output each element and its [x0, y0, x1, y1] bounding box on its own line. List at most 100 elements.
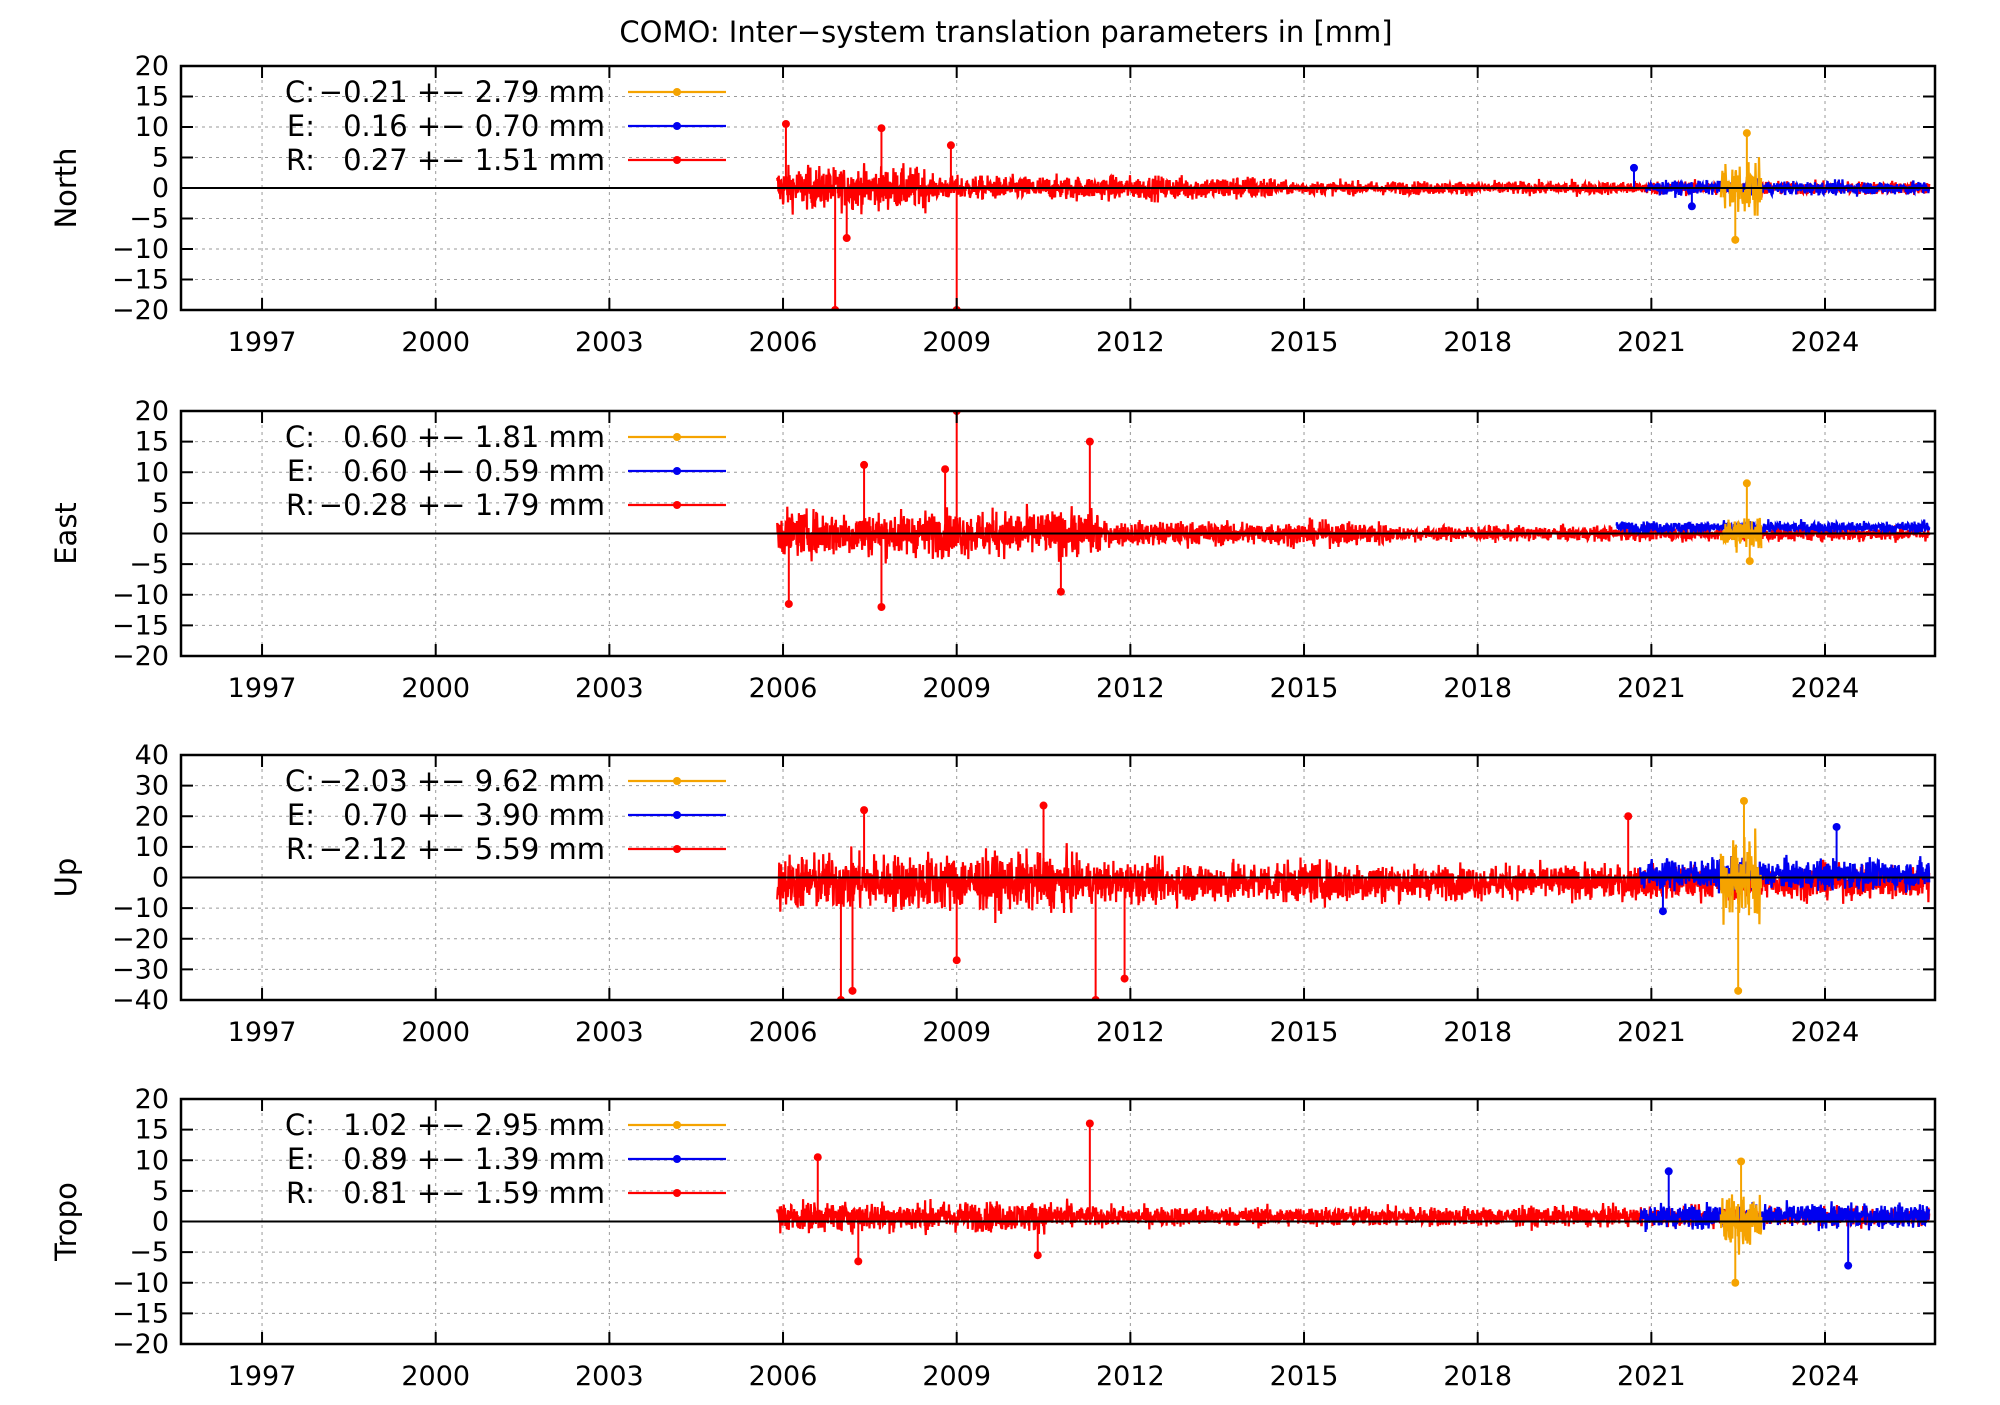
y-tick-label: 15 — [135, 1115, 169, 1146]
x-tick-label: 2000 — [401, 1017, 470, 1048]
x-tick-label: 2024 — [1791, 673, 1860, 704]
x-tick-label: 2021 — [1617, 673, 1686, 704]
x-tick-label: 2009 — [922, 673, 991, 704]
x-tick-label: 2021 — [1617, 327, 1686, 358]
y-tick-label: 30 — [135, 771, 169, 802]
legend-value: 0.89 +− 1.39 mm — [343, 1142, 605, 1176]
legend: C: 1.02 +− 2.95 mm E: 0.89 +− 1.39 mm R: 0.81… — [285, 1108, 726, 1210]
data-point-R — [784, 599, 793, 608]
legend-swatch-point — [673, 777, 681, 785]
y-axis-label: Up — [49, 858, 83, 898]
data-point-E — [1687, 202, 1696, 211]
data-point-R — [842, 234, 851, 243]
legend-swatch-point — [673, 467, 681, 475]
data-point-R — [877, 603, 886, 611]
y-tick-label: −40 — [112, 985, 169, 1016]
y-tick-label: 20 — [135, 51, 169, 82]
legend-swatch-point — [673, 156, 681, 164]
x-tick-label: 2000 — [401, 1361, 470, 1392]
data-point-R — [860, 460, 869, 469]
legend-swatch-point — [673, 845, 681, 853]
legend-value: 0.16 +− 0.70 mm — [343, 109, 605, 143]
x-tick-label: 2000 — [401, 327, 470, 358]
data-point-R — [1056, 587, 1065, 596]
y-tick-label: −10 — [112, 893, 169, 924]
data-point-E — [1664, 1167, 1673, 1176]
x-tick-label: 2000 — [401, 673, 470, 704]
data-point-R — [1033, 1251, 1042, 1260]
x-tick-label: 2024 — [1791, 1017, 1860, 1048]
x-tick-label: 2003 — [575, 1361, 644, 1392]
series-line-C — [1719, 157, 1763, 216]
legend-key-label: R: — [286, 143, 315, 177]
y-tick-label: 5 — [152, 488, 169, 519]
x-tick-label: 2015 — [1270, 673, 1339, 704]
legend-value: −0.28 +− 1.79 mm — [319, 488, 605, 522]
legend-swatch-point — [673, 1121, 681, 1129]
legend-key-label: R: — [286, 832, 315, 866]
x-tick-label: 2003 — [575, 327, 644, 358]
y-tick-label: 15 — [135, 82, 169, 113]
series-R — [776, 1119, 1931, 1266]
legend-swatch-point — [673, 1189, 681, 1197]
series-line-E — [1615, 518, 1931, 537]
series-line-E — [1638, 854, 1931, 894]
y-axis-label: Tropo — [49, 1182, 83, 1262]
series-E — [1639, 1167, 1931, 1270]
legend-key-label: C: — [285, 1108, 315, 1142]
y-tick-label: −30 — [112, 954, 169, 985]
y-tick-label: −5 — [129, 204, 169, 235]
x-tick-label: 2009 — [922, 1017, 991, 1048]
y-tick-label: 20 — [135, 801, 169, 832]
y-tick-label: 10 — [135, 1145, 169, 1176]
x-tick-label: 1997 — [228, 1017, 297, 1048]
y-tick-label: −15 — [112, 610, 169, 641]
legend-key-label: C: — [285, 75, 315, 109]
data-point-E — [1844, 1261, 1853, 1270]
legend-value: 0.27 +− 1.51 mm — [343, 143, 605, 177]
y-tick-label: −5 — [129, 1237, 169, 1268]
y-tick-label: 20 — [135, 396, 169, 427]
y-tick-label: 0 — [152, 863, 169, 894]
legend: C: −2.03 +− 9.62 mmE: 0.70 +− 3.90 mm R: −2.… — [285, 764, 726, 866]
data-point-C — [1737, 1157, 1746, 1166]
x-tick-label: 2006 — [749, 1361, 818, 1392]
data-point-R — [952, 956, 961, 965]
series-E — [1615, 518, 1931, 537]
legend-key-label: C: — [285, 420, 315, 454]
data-point-R — [941, 465, 950, 474]
y-tick-label: −10 — [112, 234, 169, 265]
legend-key-label: R: — [286, 1176, 315, 1210]
series-C — [1719, 129, 1763, 244]
data-point-R — [860, 806, 869, 815]
data-point-E — [1629, 163, 1638, 172]
legend-swatch-point — [673, 122, 681, 130]
series-line-E — [1639, 1200, 1931, 1233]
x-tick-label: 2015 — [1270, 327, 1339, 358]
x-tick-label: 2012 — [1096, 1017, 1165, 1048]
y-tick-label: −5 — [129, 549, 169, 580]
x-tick-label: 2015 — [1270, 1017, 1339, 1048]
data-point-R — [1085, 1119, 1094, 1128]
legend-key-label: C: — [285, 764, 315, 798]
y-tick-label: −10 — [112, 1268, 169, 1299]
y-tick-label: 5 — [152, 1176, 169, 1207]
x-tick-label: 1997 — [228, 673, 297, 704]
data-point-R — [877, 124, 886, 133]
data-point-C — [1731, 1278, 1740, 1287]
y-tick-label: −10 — [112, 580, 169, 611]
y-axis-label: East — [49, 502, 83, 565]
y-tick-label: 20 — [135, 1084, 169, 1115]
legend-swatch-point — [673, 501, 681, 509]
series-R — [776, 411, 1931, 611]
y-tick-label: 15 — [135, 427, 169, 458]
series-line-C — [1719, 828, 1763, 925]
data-point-R — [1120, 974, 1129, 983]
x-tick-label: 2006 — [749, 327, 818, 358]
y-tick-label: −20 — [112, 1329, 169, 1360]
x-tick-label: 2003 — [575, 673, 644, 704]
data-point-C — [1745, 557, 1754, 566]
